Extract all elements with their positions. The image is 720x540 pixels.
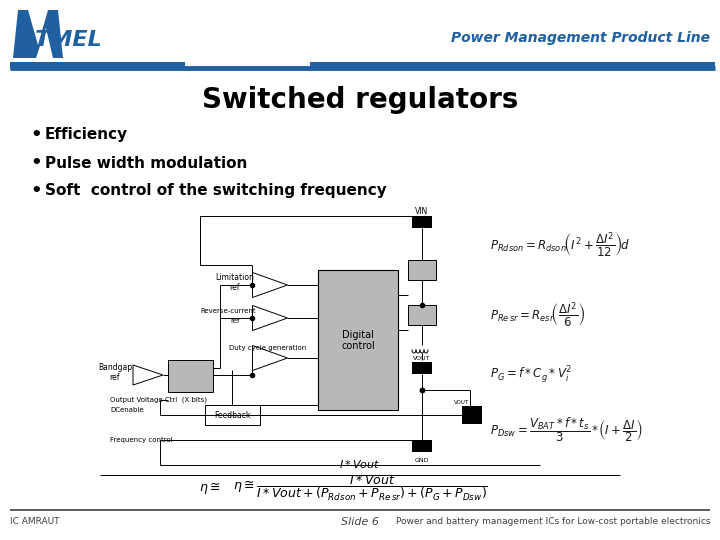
Text: VOUT: VOUT: [454, 400, 469, 404]
Text: VIN: VIN: [415, 207, 428, 217]
Text: IC AMRAUT: IC AMRAUT: [10, 517, 60, 526]
Polygon shape: [253, 273, 287, 298]
Text: Output Voltage Ctrl  (X bits): Output Voltage Ctrl (X bits): [110, 397, 207, 403]
Polygon shape: [133, 365, 163, 385]
Text: •: •: [30, 154, 42, 172]
Text: Feedback: Feedback: [214, 410, 250, 420]
Bar: [412, 362, 432, 374]
Text: Frequency control: Frequency control: [110, 437, 173, 443]
Bar: [318, 270, 398, 410]
Bar: [408, 305, 436, 325]
Text: Power and battery management ICs for Low-cost portable electronics: Power and battery management ICs for Low…: [395, 517, 710, 526]
Text: ref: ref: [230, 284, 240, 293]
Text: Soft  control of the switching frequency: Soft control of the switching frequency: [45, 184, 387, 199]
Bar: [310, 62, 715, 69]
Text: Duty cycle generation: Duty cycle generation: [230, 345, 307, 351]
Polygon shape: [253, 306, 287, 330]
Bar: [412, 216, 432, 228]
Text: Bandgap: Bandgap: [98, 363, 132, 373]
Text: Efficiency: Efficiency: [45, 127, 128, 143]
Bar: [205, 405, 260, 425]
Text: $P_{Re\,sr} = R_{esr}\!\left(\dfrac{\Delta I^{2}}{6}\right)$: $P_{Re\,sr} = R_{esr}\!\left(\dfrac{\Del…: [490, 300, 585, 329]
Text: ref: ref: [109, 374, 120, 382]
Text: $I * Vout$: $I * Vout$: [339, 458, 381, 470]
Text: DCenable: DCenable: [110, 407, 143, 413]
Text: Limitation: Limitation: [215, 273, 254, 282]
Bar: [408, 260, 436, 280]
Text: $P_G = f * C_g * V_i^2$: $P_G = f * C_g * V_i^2$: [490, 364, 572, 386]
Bar: [168, 360, 213, 392]
Text: $P_{Dsw} = \dfrac{V_{BAT}* f * t_s}{3}*\!\left(I+\dfrac{\Delta I}{2}\right)$: $P_{Dsw} = \dfrac{V_{BAT}* f * t_s}{3}*\…: [490, 416, 643, 444]
Polygon shape: [253, 346, 287, 370]
Text: •: •: [30, 182, 42, 200]
Text: control: control: [341, 341, 375, 351]
Text: ATMEL: ATMEL: [20, 30, 102, 50]
Text: Switched regulators: Switched regulators: [202, 86, 518, 114]
Bar: [10, 62, 185, 69]
Text: Pulse width modulation: Pulse width modulation: [45, 156, 248, 171]
Polygon shape: [13, 10, 63, 58]
Text: Digital: Digital: [342, 330, 374, 340]
Text: •: •: [30, 126, 42, 144]
Text: $\eta \cong \dfrac{I * Vout}{I * Vout + (P_{Rdson} + P_{Re\,sr}) + (P_G + P_{Dsw: $\eta \cong \dfrac{I * Vout}{I * Vout + …: [233, 474, 487, 503]
Bar: [412, 440, 432, 452]
Text: GND: GND: [415, 457, 429, 462]
Text: Reverse-current: Reverse-current: [200, 308, 256, 314]
Text: VOUT: VOUT: [413, 355, 431, 361]
Text: Slide 6: Slide 6: [341, 517, 379, 527]
Text: $\eta \cong$: $\eta \cong$: [199, 480, 220, 496]
Text: ref: ref: [230, 318, 240, 324]
Text: Power Management Product Line: Power Management Product Line: [451, 31, 710, 45]
Bar: [462, 406, 482, 424]
Text: $P_{Rdson} = R_{dson}\!\left(I^{2}+\dfrac{\Delta I^{2}}{12}\right)\!d$: $P_{Rdson} = R_{dson}\!\left(I^{2}+\dfra…: [490, 231, 630, 260]
